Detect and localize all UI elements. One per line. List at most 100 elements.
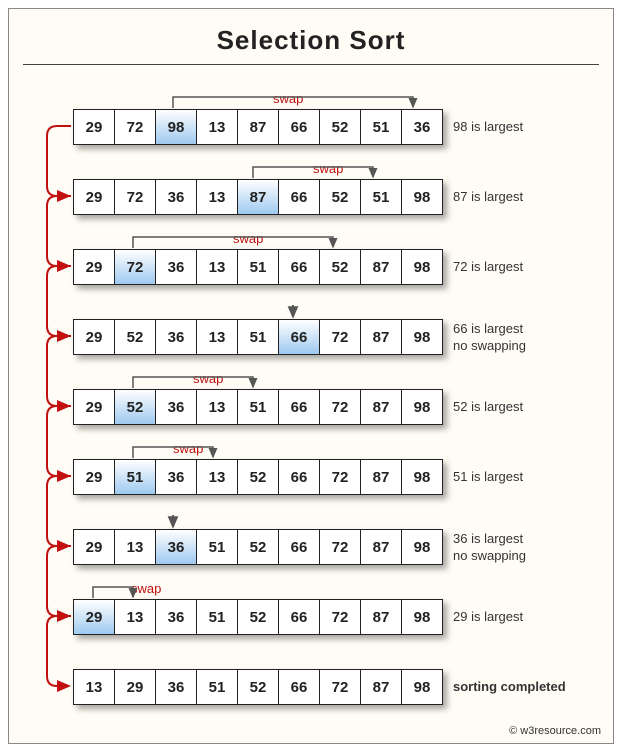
row-annotation: 29 is largest: [453, 609, 583, 626]
array-cell: 13: [196, 109, 238, 145]
array-cell: 29: [73, 599, 115, 635]
array-cell: 13: [196, 249, 238, 285]
array-cell: 13: [196, 389, 238, 425]
array-cell: 13: [114, 529, 156, 565]
array-cell: 36: [155, 389, 197, 425]
array-cell: 51: [196, 599, 238, 635]
array-row: 297236135166528798: [73, 249, 443, 283]
array-cell: 51: [237, 319, 279, 355]
array-cell: 29: [73, 319, 115, 355]
row-annotation: 52 is largest: [453, 399, 583, 416]
array-cell: 52: [237, 599, 279, 635]
array-cell: 29: [114, 669, 156, 705]
array-cell: 29: [73, 179, 115, 215]
swap-label: swap: [233, 231, 263, 246]
array-cell: 87: [360, 319, 402, 355]
array-cell: 72: [319, 319, 361, 355]
array-cell: 36: [155, 319, 197, 355]
array-cell: 98: [401, 319, 443, 355]
array-cell: 52: [237, 459, 279, 495]
array-cell: 51: [237, 389, 279, 425]
array-cell: 51: [360, 179, 402, 215]
array-cell: 52: [114, 389, 156, 425]
swap-label: swap: [131, 581, 161, 596]
row-annotation: 51 is largest: [453, 469, 583, 486]
swap-label: swap: [193, 371, 223, 386]
diagram-title: Selection Sort: [9, 9, 613, 64]
row-annotation: 36 is largestno swapping: [453, 531, 583, 565]
array-cell: 72: [319, 459, 361, 495]
array-cell: 98: [155, 109, 197, 145]
array-cell: 72: [114, 249, 156, 285]
array-cell: 13: [73, 669, 115, 705]
array-cell: 52: [237, 529, 279, 565]
array-cell: 66: [278, 319, 320, 355]
array-cell: 51: [196, 529, 238, 565]
array-cell: 51: [114, 459, 156, 495]
array-cell: 72: [114, 109, 156, 145]
array-cell: 36: [155, 599, 197, 635]
array-cell: 72: [319, 529, 361, 565]
array-cell: 52: [114, 319, 156, 355]
array-cell: 29: [73, 529, 115, 565]
array-cell: 13: [196, 319, 238, 355]
array-row: 291336515266728798: [73, 529, 443, 563]
swap-label: swap: [173, 441, 203, 456]
array-cell: 98: [401, 459, 443, 495]
array-cell: 66: [278, 109, 320, 145]
array-cell: 98: [401, 389, 443, 425]
array-cell: 29: [73, 459, 115, 495]
row-annotation: 87 is largest: [453, 189, 583, 206]
diagram-stage: 29729813876652513698 is largest297236138…: [23, 79, 613, 719]
array-cell: 36: [155, 529, 197, 565]
array-cell: 36: [155, 249, 197, 285]
array-cells: 295236135166728798: [73, 389, 443, 425]
array-cell: 36: [401, 109, 443, 145]
array-cell: 72: [114, 179, 156, 215]
array-cell: 52: [237, 669, 279, 705]
array-cells: 297298138766525136: [73, 109, 443, 145]
array-cell: 66: [278, 179, 320, 215]
array-row: 297298138766525136: [73, 109, 443, 143]
array-cell: 72: [319, 669, 361, 705]
array-cell: 98: [401, 599, 443, 635]
array-cell: 36: [155, 179, 197, 215]
diagram-container: Selection Sort 29729813876652513698 is l…: [8, 8, 614, 744]
array-cell: 98: [401, 529, 443, 565]
array-cell: 66: [278, 669, 320, 705]
array-cell: 36: [155, 669, 197, 705]
array-cell: 87: [360, 669, 402, 705]
array-cells: 297236135166528798: [73, 249, 443, 285]
swap-label: swap: [273, 91, 303, 106]
array-cell: 72: [319, 389, 361, 425]
row-annotation: 66 is largestno swapping: [453, 321, 583, 355]
array-cell: 36: [155, 459, 197, 495]
array-cells: 297236138766525198: [73, 179, 443, 215]
array-cell: 66: [278, 459, 320, 495]
array-cell: 87: [360, 529, 402, 565]
array-cell: 29: [73, 389, 115, 425]
array-row: 295236135166728798: [73, 389, 443, 423]
array-row: 132936515266728798: [73, 669, 443, 703]
array-cell: 52: [319, 249, 361, 285]
array-cells: 291336515266728798: [73, 529, 443, 565]
array-cell: 13: [196, 179, 238, 215]
array-cells: 291336515266728798: [73, 599, 443, 635]
array-cell: 87: [360, 249, 402, 285]
array-cell: 51: [237, 249, 279, 285]
array-cell: 29: [73, 249, 115, 285]
array-cells: 295136135266728798: [73, 459, 443, 495]
array-row: 297236138766525198: [73, 179, 443, 213]
array-cell: 66: [278, 599, 320, 635]
array-row: 291336515266728798: [73, 599, 443, 633]
array-cell: 66: [278, 249, 320, 285]
array-cell: 87: [237, 179, 279, 215]
array-cell: 87: [360, 459, 402, 495]
row-annotation: sorting completed: [453, 679, 583, 696]
array-cell: 98: [401, 669, 443, 705]
array-cell: 66: [278, 389, 320, 425]
array-cell: 13: [196, 459, 238, 495]
array-cell: 87: [237, 109, 279, 145]
array-cell: 29: [73, 109, 115, 145]
array-cell: 87: [360, 389, 402, 425]
